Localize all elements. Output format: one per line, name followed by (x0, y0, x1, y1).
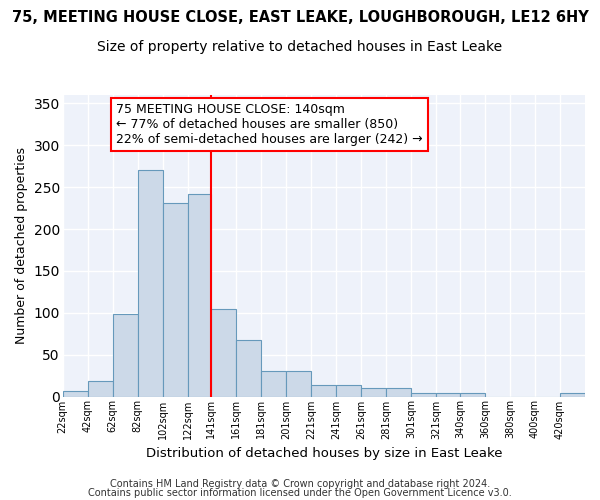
Bar (560, 393, 585, 396)
Bar (311, 385, 337, 396)
Bar (63, 390, 88, 396)
Bar (262, 372, 286, 396)
Bar (163, 203, 188, 396)
Bar (211, 308, 236, 396)
Text: Size of property relative to detached houses in East Leake: Size of property relative to detached ho… (97, 40, 503, 54)
Text: 75 MEETING HOUSE CLOSE: 140sqm
← 77% of detached houses are smaller (850)
22% of: 75 MEETING HOUSE CLOSE: 140sqm ← 77% of … (116, 104, 423, 146)
X-axis label: Distribution of detached houses by size in East Leake: Distribution of detached houses by size … (146, 447, 502, 460)
Bar (460, 393, 485, 396)
Text: Contains HM Land Registry data © Crown copyright and database right 2024.: Contains HM Land Registry data © Crown c… (110, 479, 490, 489)
Y-axis label: Number of detached properties: Number of detached properties (15, 148, 28, 344)
Text: Contains public sector information licensed under the Open Government Licence v3: Contains public sector information licen… (88, 488, 512, 498)
Bar (236, 340, 262, 396)
Bar (361, 388, 386, 396)
Bar (286, 372, 311, 396)
Bar (436, 393, 460, 396)
Bar (386, 388, 412, 396)
Bar (188, 194, 211, 396)
Bar (412, 393, 436, 396)
Bar (88, 380, 113, 396)
Text: 75, MEETING HOUSE CLOSE, EAST LEAKE, LOUGHBOROUGH, LE12 6HY: 75, MEETING HOUSE CLOSE, EAST LEAKE, LOU… (11, 10, 589, 25)
Bar (113, 314, 137, 396)
Bar (137, 170, 163, 396)
Bar (337, 385, 361, 396)
